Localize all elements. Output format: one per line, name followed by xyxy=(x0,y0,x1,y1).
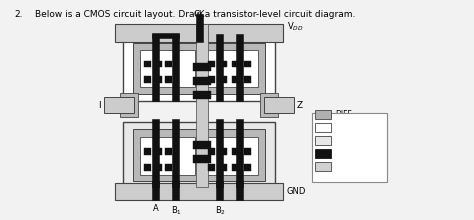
Bar xyxy=(155,61,162,68)
Bar xyxy=(216,119,223,187)
Bar xyxy=(152,33,179,38)
Bar xyxy=(208,76,215,83)
Bar xyxy=(193,141,211,149)
Bar xyxy=(216,181,223,200)
Text: Z: Z xyxy=(297,101,303,110)
Bar xyxy=(315,162,331,171)
Bar xyxy=(193,91,211,99)
Bar xyxy=(165,61,172,68)
Bar xyxy=(123,37,275,101)
Text: V$_{DD}$: V$_{DD}$ xyxy=(287,20,303,33)
Bar xyxy=(260,93,278,117)
Bar xyxy=(152,181,159,200)
Bar xyxy=(115,24,283,42)
Text: B$_2$: B$_2$ xyxy=(215,204,226,217)
Bar xyxy=(193,77,211,85)
Bar xyxy=(144,61,151,68)
Bar xyxy=(264,97,294,113)
Bar xyxy=(236,181,243,200)
Text: NWELL: NWELL xyxy=(335,123,362,132)
Text: A: A xyxy=(153,204,159,213)
Bar xyxy=(203,137,258,175)
Bar xyxy=(140,50,195,87)
Bar xyxy=(165,76,172,83)
Bar xyxy=(144,76,151,83)
Bar xyxy=(155,148,162,155)
Bar xyxy=(144,164,151,171)
Bar xyxy=(236,34,243,101)
Bar xyxy=(144,148,151,155)
Bar xyxy=(172,119,179,187)
Bar xyxy=(133,129,265,181)
Bar xyxy=(220,76,227,83)
Text: POLY: POLY xyxy=(335,149,354,158)
Bar xyxy=(155,164,162,171)
Bar xyxy=(140,137,195,175)
Bar xyxy=(172,181,179,200)
Text: I: I xyxy=(99,101,101,110)
Bar xyxy=(203,50,258,87)
Bar xyxy=(133,43,265,94)
Bar xyxy=(152,34,159,101)
Bar xyxy=(193,64,211,72)
Bar xyxy=(165,148,172,155)
Bar xyxy=(220,61,227,68)
Bar xyxy=(244,148,251,155)
Bar xyxy=(208,148,215,155)
Bar xyxy=(244,164,251,171)
Bar xyxy=(220,148,227,155)
Bar xyxy=(155,76,162,83)
Bar xyxy=(104,97,134,113)
Bar xyxy=(236,119,243,187)
Bar xyxy=(196,24,208,187)
Text: CK: CK xyxy=(193,10,205,19)
Text: Below is a CMOS circuit layout. Draw a transistor-level circuit diagram.: Below is a CMOS circuit layout. Draw a t… xyxy=(35,10,356,19)
Bar xyxy=(244,61,251,68)
Text: P+: P+ xyxy=(335,136,346,145)
Bar xyxy=(152,119,159,187)
Text: B$_1$: B$_1$ xyxy=(171,204,182,217)
Bar xyxy=(312,113,387,182)
Bar xyxy=(172,34,179,101)
Bar xyxy=(244,76,251,83)
Bar xyxy=(208,164,215,171)
Bar xyxy=(196,14,203,42)
Text: MET-1: MET-1 xyxy=(335,162,358,171)
Bar xyxy=(165,164,172,171)
Bar xyxy=(115,183,283,200)
Bar xyxy=(193,155,211,163)
Bar xyxy=(123,122,275,187)
Bar xyxy=(232,148,239,155)
Bar xyxy=(232,164,239,171)
Bar xyxy=(315,123,331,132)
Text: DIFF.: DIFF. xyxy=(335,110,353,119)
Bar xyxy=(220,164,227,171)
Bar xyxy=(315,110,331,119)
Text: GND: GND xyxy=(287,187,306,196)
Text: 2.: 2. xyxy=(14,10,22,19)
Bar xyxy=(315,136,331,145)
Bar xyxy=(120,93,138,117)
Bar xyxy=(232,76,239,83)
Bar xyxy=(216,34,223,101)
Bar xyxy=(315,149,331,158)
Bar xyxy=(208,61,215,68)
Bar xyxy=(232,61,239,68)
